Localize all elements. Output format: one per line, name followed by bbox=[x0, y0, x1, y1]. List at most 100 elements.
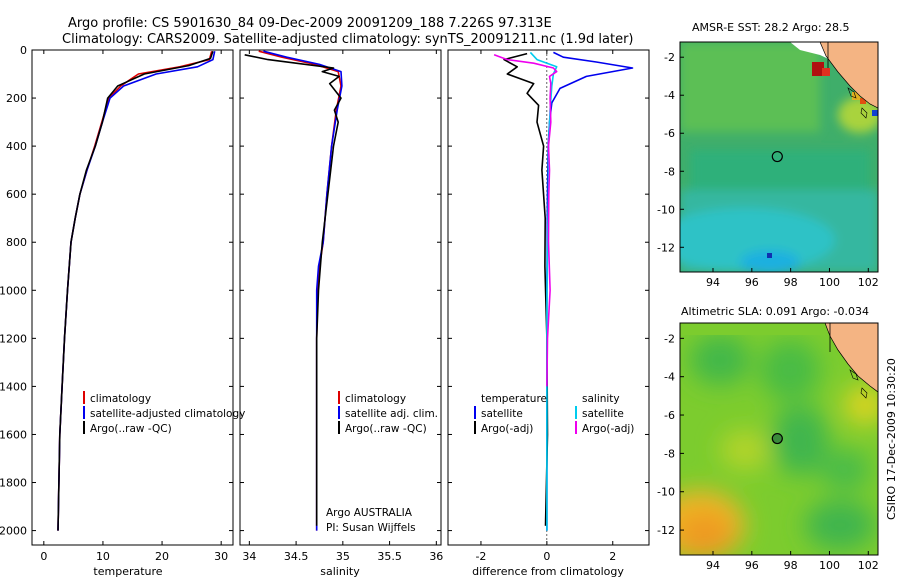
legend-label-temp-argo: Argo(-adj) bbox=[481, 423, 533, 435]
series-line-satellite-adjusted-climatology bbox=[57, 51, 216, 531]
y-tick-label: 2000 bbox=[0, 525, 27, 538]
legend-label-sal-argo: Argo(-adj) bbox=[582, 423, 634, 435]
sla-high bbox=[720, 430, 770, 470]
map-ticks: 94 96 98 100 102 -2 -4 -6 -8 -10 -12 94 96 98 100 102 -2… bbox=[657, 51, 879, 572]
island bbox=[860, 387, 868, 399]
series-line-satellite-adj-clim- bbox=[263, 50, 343, 531]
argo-credit-line-2: PI: Susan Wijffels bbox=[326, 522, 416, 534]
legend-label-satellite: satellite adj. clim. bbox=[345, 408, 438, 420]
y-tick-label: -8 bbox=[664, 447, 675, 460]
difference-xlabel: difference from climatology bbox=[472, 565, 624, 578]
series-line-temperature-satellite bbox=[546, 51, 634, 531]
y-tick-label: -8 bbox=[664, 165, 675, 178]
sumatra-land bbox=[824, 323, 878, 393]
y-tick-label: -12 bbox=[657, 524, 675, 537]
sst-north-patch bbox=[680, 42, 820, 132]
legend-label-climatology: climatology bbox=[90, 393, 151, 405]
sst-cold-pixel bbox=[767, 253, 772, 258]
sla-low bbox=[690, 335, 750, 385]
x-tick-label: 102 bbox=[858, 559, 879, 572]
legend-heading-salinity: salinity bbox=[582, 393, 620, 405]
y-tick-label: 800 bbox=[6, 236, 27, 249]
sst-map-title: AMSR-E SST: 28.2 Argo: 28.5 bbox=[692, 21, 850, 34]
x-tick-label: 20 bbox=[155, 550, 169, 563]
y-tick-label: -6 bbox=[664, 127, 675, 140]
sla-low bbox=[772, 405, 828, 475]
x-tick-label: 35 bbox=[336, 550, 350, 563]
x-tick-label: 30 bbox=[214, 550, 228, 563]
argo-credit-line-1: Argo AUSTRALIA bbox=[326, 507, 413, 519]
sst-cold-pixel bbox=[872, 110, 878, 116]
x-tick-label: 35.5 bbox=[377, 550, 402, 563]
sla-map-field bbox=[680, 323, 878, 555]
difference-legend: temperature satellite Argo(-adj) salinit… bbox=[474, 393, 634, 435]
timestamp-stamp: CSIRO 17-Dec-2009 10:30:20 bbox=[885, 358, 898, 520]
sst-map-field bbox=[680, 42, 878, 272]
series-line-salinity-argo-adj- bbox=[493, 54, 558, 387]
legend-label-argo: Argo(..raw -QC) bbox=[345, 423, 427, 435]
y-tick-label: 1200 bbox=[0, 332, 27, 345]
salinity-legend: climatology satellite adj. clim. Argo(..… bbox=[338, 391, 438, 435]
sla-low bbox=[820, 450, 870, 490]
sst-map-axes bbox=[679, 41, 879, 273]
y-tick-label: -4 bbox=[664, 371, 675, 384]
temperature-series-group bbox=[57, 50, 216, 531]
x-tick-label: 36 bbox=[429, 550, 443, 563]
y-tick-label: 1000 bbox=[0, 284, 27, 297]
temperature-xlabel: temperature bbox=[93, 565, 162, 578]
legend-label-temp-satellite: satellite bbox=[481, 408, 523, 420]
sst-cool-core bbox=[740, 250, 800, 272]
legend-label-satellite-adjusted: satellite-adjusted climatology bbox=[90, 408, 245, 420]
ticks-layer: 0 10 20 30020040060080010001200140016001800… bbox=[0, 44, 649, 563]
series-line-argo-raw-qc- bbox=[244, 54, 342, 526]
sst-warm-pixel bbox=[812, 62, 824, 76]
sla-map-title: Altimetric SLA: 0.091 Argo: -0.034 bbox=[681, 305, 869, 318]
difference-series-group bbox=[493, 51, 634, 531]
sst-cool-pool bbox=[680, 208, 835, 272]
salinity-xlabel: salinity bbox=[320, 565, 360, 578]
salinity-axes bbox=[239, 49, 442, 546]
difference-axes bbox=[447, 49, 650, 546]
sst-warm-pixel bbox=[852, 92, 860, 100]
island bbox=[849, 369, 859, 381]
salinity-series-group bbox=[244, 50, 343, 531]
x-tick-label: 34.5 bbox=[284, 550, 309, 563]
x-tick-label: 98 bbox=[784, 276, 798, 289]
y-tick-label: 200 bbox=[6, 92, 27, 105]
x-tick-label: 102 bbox=[858, 276, 879, 289]
x-tick-label: 94 bbox=[706, 276, 720, 289]
y-tick-label: -10 bbox=[657, 203, 675, 216]
sst-argo-position-marker bbox=[771, 150, 783, 163]
x-tick-label: 100 bbox=[819, 276, 840, 289]
series-line-temperature-argo-adj- bbox=[503, 52, 549, 526]
y-tick-label: 1800 bbox=[0, 477, 27, 490]
x-tick-label: 0 bbox=[543, 550, 550, 563]
x-tick-label: -2 bbox=[475, 550, 486, 563]
series-line-climatology bbox=[258, 50, 342, 531]
y-tick-label: 1400 bbox=[0, 380, 27, 393]
sla-high bbox=[680, 513, 733, 555]
y-tick-label: -2 bbox=[664, 332, 675, 345]
temperature-legend: climatology satellite-adjusted climatolo… bbox=[83, 391, 245, 435]
x-tick-label: 34 bbox=[242, 550, 256, 563]
x-tick-label: 96 bbox=[745, 276, 759, 289]
y-tick-label: 1600 bbox=[0, 428, 27, 441]
y-tick-label: 0 bbox=[20, 44, 27, 57]
legend-heading-temperature: temperature bbox=[481, 393, 547, 405]
island bbox=[860, 107, 868, 119]
y-tick-label: -2 bbox=[664, 51, 675, 64]
x-tick-label: 2 bbox=[609, 550, 616, 563]
sst-warm-pixel bbox=[860, 98, 866, 104]
title-line-2: Climatology: CARS2009. Satellite-adjuste… bbox=[62, 32, 634, 47]
y-tick-label: -4 bbox=[664, 89, 675, 102]
lines-layer bbox=[57, 50, 634, 545]
sla-low bbox=[805, 500, 875, 550]
sumatra-land bbox=[819, 42, 878, 109]
x-tick-label: 100 bbox=[819, 559, 840, 572]
x-tick-label: 10 bbox=[96, 550, 110, 563]
y-tick-label: 600 bbox=[6, 188, 27, 201]
series-line-salinity-satellite bbox=[529, 51, 558, 531]
legend-label-sal-satellite: satellite bbox=[582, 408, 624, 420]
island bbox=[847, 87, 857, 99]
